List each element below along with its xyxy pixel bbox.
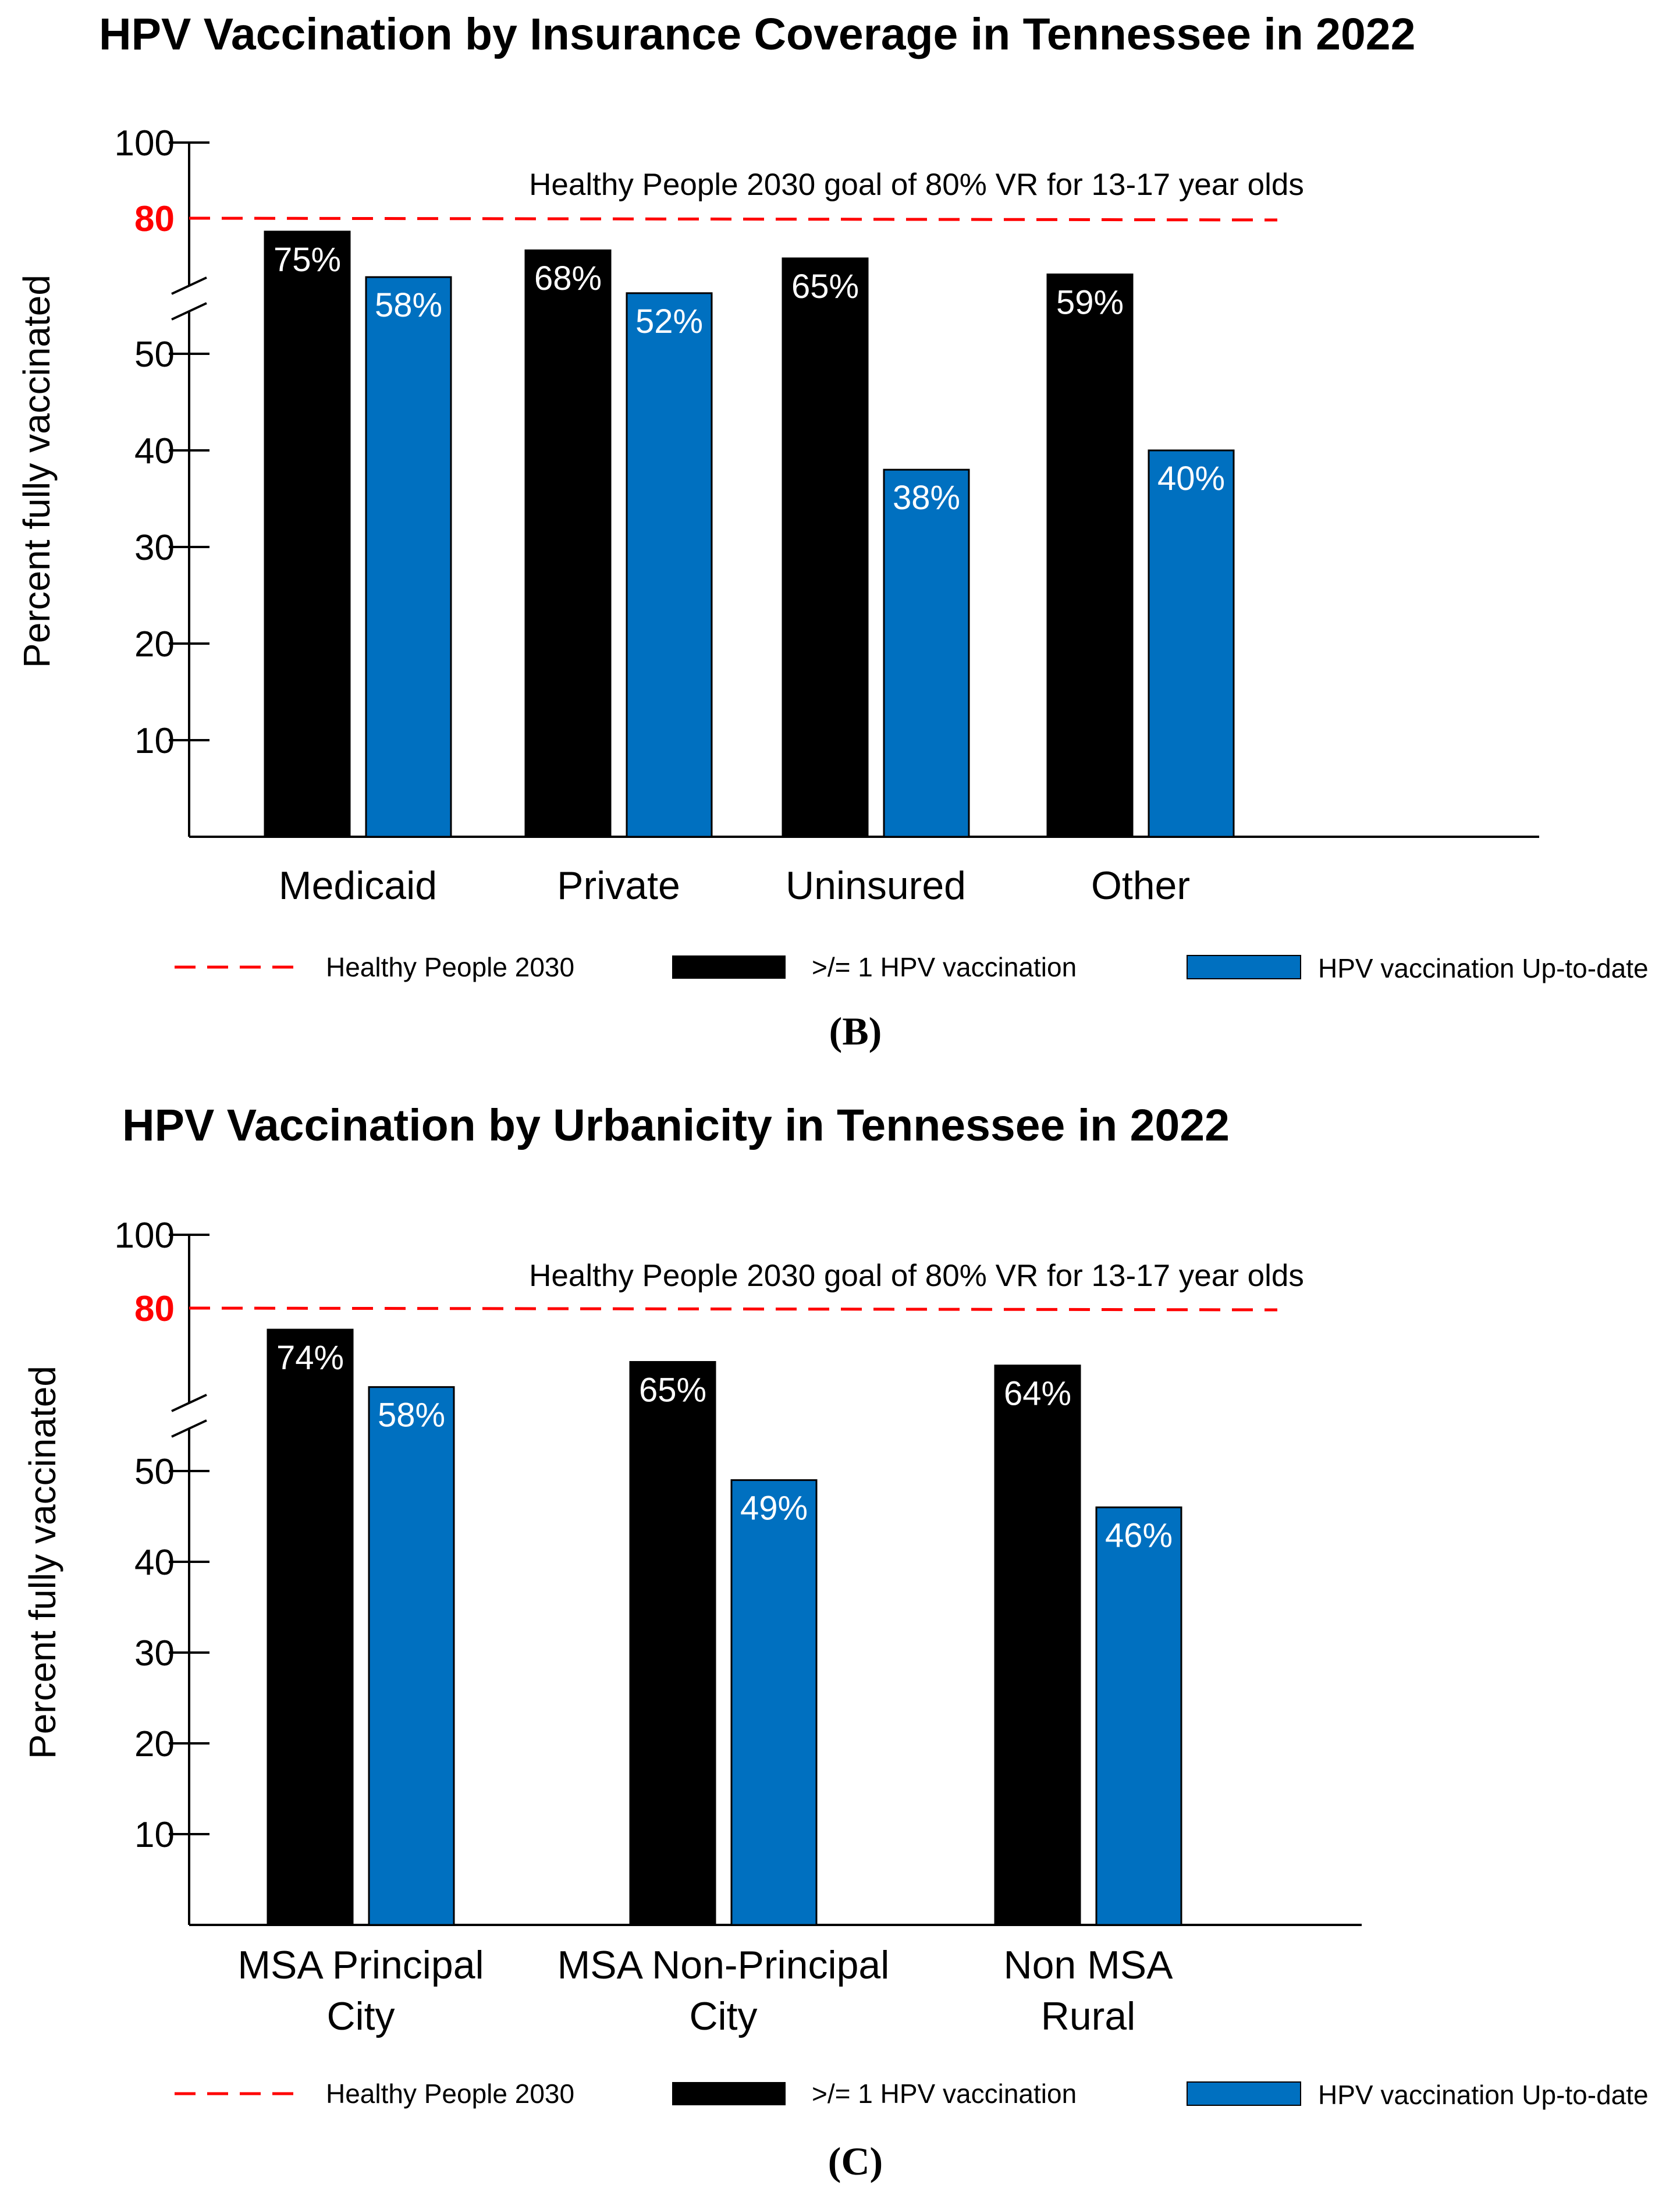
axis-break-mark xyxy=(171,276,207,295)
y-tick-label: 10 xyxy=(134,1815,175,1855)
bar-up-to-date xyxy=(368,1386,455,1926)
chart-title: HPV Vaccination by Urbanicity in Tenness… xyxy=(122,1100,1230,1150)
bar-data-label: 49% xyxy=(740,1490,808,1527)
goal-text: Healthy People 2030 goal of 80% VR for 1… xyxy=(529,168,1304,202)
bar-at-least-one-dose xyxy=(524,249,612,838)
y-tick-label: 20 xyxy=(134,624,175,665)
bar-data-label: 59% xyxy=(1056,284,1124,322)
legend-dose-label: >/= 1 HPV vaccination xyxy=(812,952,1077,982)
goal-line xyxy=(189,1306,1278,1312)
goal-line xyxy=(189,216,1278,222)
axis-break-mark xyxy=(171,1419,207,1438)
y-tick-label: 10 xyxy=(134,721,175,761)
legend-utd-swatch xyxy=(1187,955,1301,979)
bar-data-label: 74% xyxy=(276,1339,344,1377)
y-tick-label: 80 xyxy=(134,199,175,239)
x-category-label: Other xyxy=(1091,864,1190,908)
panel-label: (B) xyxy=(829,1009,882,1053)
bar-up-to-date xyxy=(883,468,970,838)
x-category-label: City xyxy=(689,1994,757,2038)
y-tick-label: 100 xyxy=(115,1216,175,1256)
y-axis-label: Percent fully vaccinated xyxy=(16,275,58,668)
bar-at-least-one-dose xyxy=(629,1361,716,1926)
bar-data-label: 40% xyxy=(1157,460,1225,498)
bar-data-label: 64% xyxy=(1004,1375,1071,1413)
x-category-label: Private xyxy=(557,864,680,908)
bar-up-to-date xyxy=(730,1479,818,1926)
legend-dose-swatch xyxy=(672,2082,786,2105)
panel-label: (C) xyxy=(828,2139,883,2183)
y-tick-label: 40 xyxy=(134,431,175,471)
y-tick-label: 40 xyxy=(134,1543,175,1583)
x-category-label: MSA Non-Principal xyxy=(557,1943,890,1987)
bar-data-label: 68% xyxy=(534,260,602,297)
x-category-label: Uninsured xyxy=(786,864,966,908)
bar-up-to-date xyxy=(1095,1506,1182,1926)
axis-break-mark xyxy=(171,1394,207,1412)
bar-up-to-date xyxy=(365,276,452,838)
legend-goal-label: Healthy People 2030 xyxy=(326,2079,574,2109)
chart-insurance-coverage: HPV Vaccination by Insurance Coverage in… xyxy=(16,9,1649,1053)
bar-data-label: 52% xyxy=(635,303,703,340)
legend-dose-swatch xyxy=(672,955,786,979)
bar-data-label: 65% xyxy=(639,1372,706,1409)
bar-at-least-one-dose xyxy=(994,1365,1081,1926)
y-tick-label: 20 xyxy=(134,1724,175,1764)
bar-up-to-date xyxy=(1148,449,1235,838)
bar-data-label: 58% xyxy=(378,1397,445,1434)
legend-utd-label: HPV vaccination Up-to-date xyxy=(1318,2080,1649,2110)
x-category-label: MSA Principal xyxy=(237,1943,484,1987)
bar-data-label: 46% xyxy=(1105,1516,1173,1554)
chart-urbanicity: HPV Vaccination by Urbanicity in Tenness… xyxy=(22,1100,1649,2183)
x-category-label: Non MSA xyxy=(1004,1943,1174,1987)
bar-data-label: 75% xyxy=(274,241,341,279)
bar-data-label: 38% xyxy=(893,479,960,517)
y-tick-label: 50 xyxy=(134,1452,175,1492)
y-tick-label: 100 xyxy=(115,123,175,164)
x-category-label: Medicaid xyxy=(279,864,437,908)
bar-data-label: 58% xyxy=(375,286,442,324)
bar-at-least-one-dose xyxy=(782,257,869,838)
bar-up-to-date xyxy=(626,292,713,838)
y-tick-label: 50 xyxy=(134,335,175,375)
y-tick-label: 80 xyxy=(134,1289,175,1329)
y-tick-label: 30 xyxy=(134,528,175,568)
legend-goal-label: Healthy People 2030 xyxy=(326,952,574,982)
bar-at-least-one-dose xyxy=(264,230,351,838)
x-category-label: Rural xyxy=(1041,1994,1136,2038)
bar-at-least-one-dose xyxy=(1046,273,1134,838)
bar-at-least-one-dose xyxy=(267,1328,354,1926)
y-tick-label: 30 xyxy=(134,1633,175,1674)
chart-title: HPV Vaccination by Insurance Coverage in… xyxy=(99,9,1415,59)
y-axis-label: Percent fully vaccinated xyxy=(22,1366,63,1759)
goal-text: Healthy People 2030 goal of 80% VR for 1… xyxy=(529,1259,1304,1293)
bar-data-label: 65% xyxy=(791,268,859,305)
legend-utd-label: HPV vaccination Up-to-date xyxy=(1318,953,1649,983)
x-category-label: City xyxy=(326,1994,395,2038)
legend-dose-label: >/= 1 HPV vaccination xyxy=(812,2079,1077,2109)
axis-break-mark xyxy=(171,302,207,321)
legend-utd-swatch xyxy=(1187,2081,1301,2106)
